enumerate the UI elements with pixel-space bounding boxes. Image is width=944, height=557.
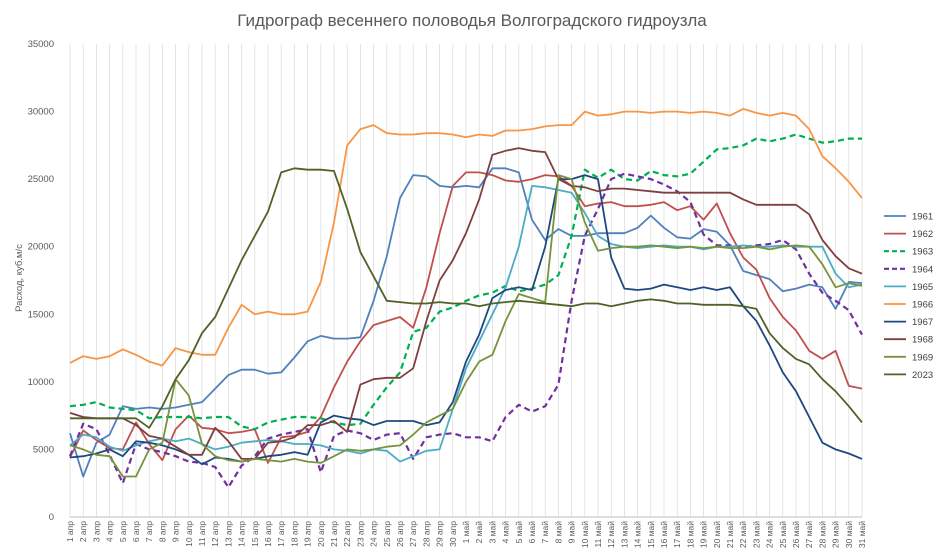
legend-label-1961: 1961	[912, 212, 933, 223]
x-tick-label: 9 апр	[171, 521, 181, 542]
x-tick-label: 12 апр	[210, 521, 220, 547]
x-tick-label: 6 апр	[131, 521, 141, 542]
x-tick-label: 17 апр	[276, 521, 286, 547]
x-tick-label: 17 май	[672, 521, 682, 548]
x-tick-label: 29 апр	[435, 521, 445, 547]
series-line-1968	[69, 147, 863, 460]
legend: 1961 1962 1963 1964 1965 1966 1967 1968 1969 2023	[884, 212, 933, 381]
x-tick-label: 28 апр	[421, 521, 431, 547]
x-tick-label: 5 май	[514, 521, 524, 544]
x-tick-label: 26 май	[791, 521, 801, 548]
legend-label-2023: 2023	[912, 370, 933, 381]
x-tick-label: 1 май	[461, 521, 471, 544]
y-axis-label: Расход, куб.м/с	[14, 244, 25, 312]
x-tick-label: 13 май	[619, 521, 629, 548]
chart-title: Гидрограф весеннего половодья Волгоградс…	[237, 11, 707, 30]
x-tick-label: 2 апр	[78, 521, 88, 542]
series-line-1969	[69, 174, 863, 478]
series-line-1964	[68, 172, 863, 489]
legend-label-1966: 1966	[912, 300, 933, 311]
x-tick-label: 8 май	[553, 521, 563, 544]
x-tick-label: 25 апр	[382, 521, 392, 547]
x-tick-label: 23 май	[751, 521, 761, 548]
x-tick-label: 12 май	[606, 521, 616, 548]
x-tick-label: 2 май	[474, 521, 484, 544]
x-tick-label: 19 май	[699, 521, 709, 548]
x-tick-label: 7 апр	[144, 521, 154, 542]
x-tick-label: 7 май	[540, 521, 550, 544]
series-line-1966	[69, 108, 863, 367]
x-tick-label: 14 апр	[237, 521, 247, 547]
x-tick-label: 30 апр	[448, 521, 458, 547]
y-tick-label: 30000	[28, 107, 54, 118]
x-tick-label: 9 май	[567, 521, 577, 544]
y-tick-label: 0	[49, 512, 54, 523]
x-tick-label: 26 апр	[395, 521, 405, 547]
x-tick-label: 3 апр	[91, 521, 101, 542]
x-tick-label: 18 апр	[289, 521, 299, 547]
x-tick-label: 13 апр	[223, 521, 233, 547]
legend-label-1965: 1965	[912, 282, 933, 293]
x-tick-label: 16 май	[659, 521, 669, 548]
x-tick-label: 27 апр	[408, 521, 418, 547]
x-tick-label: 27 май	[804, 521, 814, 548]
y-tick-label: 35000	[28, 39, 54, 50]
x-tick-label: 10 май	[580, 521, 590, 548]
y-tick-label: 20000	[28, 242, 54, 253]
y-tick-label: 25000	[28, 174, 54, 185]
x-tick-label: 20 апр	[316, 521, 326, 547]
legend-label-1969: 1969	[912, 352, 933, 363]
x-tick-label: 29 май	[831, 521, 841, 548]
x-tick-label: 4 апр	[105, 521, 115, 542]
x-tick-label: 4 май	[501, 521, 511, 544]
x-tick-label: 24 май	[765, 521, 775, 548]
x-tick-label: 23 апр	[355, 521, 365, 547]
x-tick-label: 20 май	[712, 521, 722, 548]
series-line-2023	[70, 167, 863, 429]
x-tick-label: 5 апр	[118, 521, 128, 542]
x-tick-label: 10 апр	[184, 521, 194, 547]
grid	[69, 44, 863, 517]
x-tick-label: 3 май	[487, 521, 497, 544]
x-tick-label: 6 май	[527, 521, 537, 544]
legend-label-1963: 1963	[912, 247, 933, 258]
legend-label-1964: 1964	[912, 264, 933, 275]
series-line-1962	[69, 171, 863, 464]
y-tick-label: 15000	[28, 309, 54, 320]
x-tick-label: 1 апр	[65, 521, 75, 542]
x-tick-label: 22 май	[738, 521, 748, 548]
series-line-1963	[69, 133, 862, 431]
x-tick-label: 22 апр	[342, 521, 352, 547]
x-tick-label: 16 апр	[263, 521, 273, 547]
legend-label-1968: 1968	[912, 335, 933, 346]
x-tick-label: 14 май	[633, 521, 643, 548]
x-tick-label: 25 май	[778, 521, 788, 548]
x-tick-label: 31 май	[857, 521, 867, 548]
x-tick-label: 24 апр	[369, 521, 379, 547]
y-tick-label: 10000	[28, 377, 54, 388]
legend-label-1962: 1962	[912, 229, 933, 240]
x-tick-label: 8 апр	[157, 521, 167, 542]
series-lines	[68, 108, 863, 489]
x-tick-label: 19 апр	[303, 521, 313, 547]
x-tick-label: 11 май	[593, 521, 603, 548]
x-tick-label: 15 апр	[250, 521, 260, 547]
x-tick-label: 11 апр	[197, 521, 207, 547]
x-tick-label: 21 апр	[329, 521, 339, 547]
x-tick-label: 18 май	[685, 521, 695, 548]
x-tick-label: 21 май	[725, 521, 735, 548]
x-tick-label: 15 май	[646, 521, 656, 548]
axes: 0 5000 10000 15000 20000 25000 30000 35000 1 апр…	[28, 39, 867, 548]
x-tick-label: 30 май	[844, 521, 854, 548]
x-tick-label: 28 май	[817, 521, 827, 548]
legend-label-1967: 1967	[912, 317, 933, 328]
series-line-1967	[69, 174, 863, 466]
y-tick-label: 5000	[33, 444, 54, 455]
